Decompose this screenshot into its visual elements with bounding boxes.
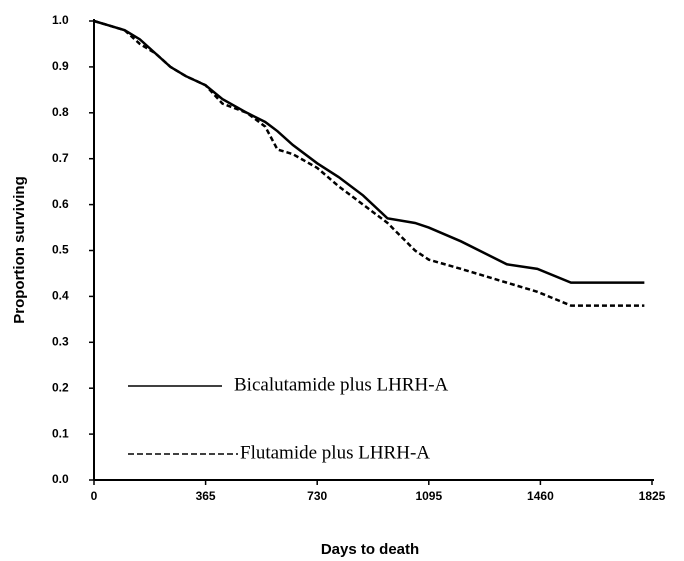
y-axis-title: Proportion surviving <box>11 176 28 324</box>
y-tick-label: 0.7 <box>52 151 69 165</box>
x-tick-label: 1095 <box>415 489 442 503</box>
x-axis-title: Days to death <box>321 541 419 558</box>
survival-curve <box>93 19 645 284</box>
y-tick-label: 0.0 <box>52 472 69 486</box>
x-tick-label: 365 <box>196 489 216 503</box>
legend-label: Bicalutamide plus LHRH-A <box>234 374 449 395</box>
x-tick-label: 1460 <box>527 489 554 503</box>
y-tick-label: 1.0 <box>52 13 69 27</box>
y-tick-label: 0.8 <box>52 105 69 119</box>
y-tick-label: 0.1 <box>52 426 69 440</box>
y-tick-label: 0.5 <box>52 243 69 257</box>
y-tick-label: 0.2 <box>52 380 69 394</box>
legend-label: Flutamide plus LHRH-A <box>240 442 430 463</box>
y-tick-label: 0.9 <box>52 59 69 73</box>
x-tick-label: 1825 <box>639 489 666 503</box>
y-tick-label: 0.3 <box>52 334 69 348</box>
y-tick-label: 0.6 <box>52 197 69 211</box>
survival-curve <box>93 19 645 307</box>
x-tick-label: 730 <box>307 489 327 503</box>
y-tick-label: 0.4 <box>52 289 69 303</box>
x-tick-label: 0 <box>91 489 98 503</box>
